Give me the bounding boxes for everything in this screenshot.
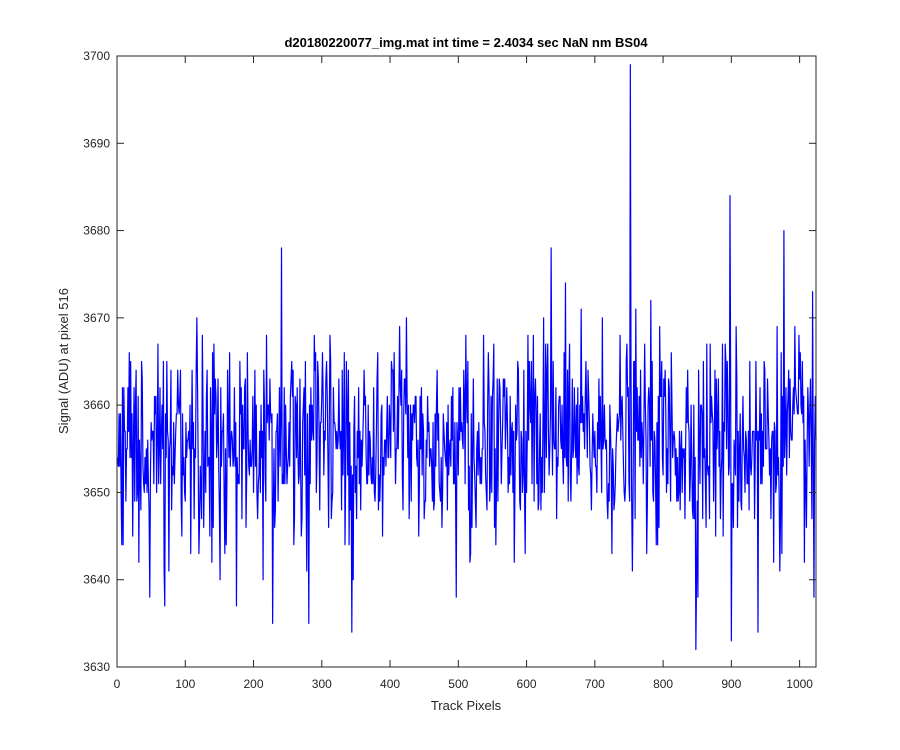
x-tick-label: 800 xyxy=(653,677,673,691)
x-axis-title: Track Pixels xyxy=(431,698,502,713)
y-tick-label: 3670 xyxy=(83,311,110,325)
y-axis-ticks: 3630 3640 3650 3660 3670 3680 3690 3700 xyxy=(83,49,816,674)
y-tick-label: 3690 xyxy=(83,136,110,150)
x-tick-label: 500 xyxy=(448,677,468,691)
series-layer xyxy=(117,64,817,651)
y-tick-label: 3650 xyxy=(83,485,110,499)
x-tick-label: 600 xyxy=(517,677,537,691)
x-tick-label: 0 xyxy=(114,677,121,691)
x-tick-label: 300 xyxy=(312,677,332,691)
x-tick-label: 1000 xyxy=(786,677,813,691)
axes-box xyxy=(116,55,817,668)
y-tick-label: 3700 xyxy=(83,49,110,63)
x-tick-label: 400 xyxy=(380,677,400,691)
y-tick-label: 3630 xyxy=(83,660,110,674)
x-tick-label: 100 xyxy=(175,677,195,691)
y-tick-label: 3680 xyxy=(83,224,110,238)
chart-title: d20180220077_img.mat int time = 2.4034 s… xyxy=(284,35,648,50)
x-tick-label: 200 xyxy=(244,677,264,691)
y-tick-label: 3660 xyxy=(83,398,110,412)
y-tick-label: 3640 xyxy=(83,573,110,587)
x-axis-ticks: 0 100 200 300 400 500 600 700 800 900 1000 xyxy=(114,56,813,691)
y-axis-title: Signal (ADU) at pixel 516 xyxy=(56,288,71,434)
x-tick-label: 900 xyxy=(721,677,741,691)
series-line xyxy=(117,64,817,651)
x-tick-label: 700 xyxy=(585,677,605,691)
